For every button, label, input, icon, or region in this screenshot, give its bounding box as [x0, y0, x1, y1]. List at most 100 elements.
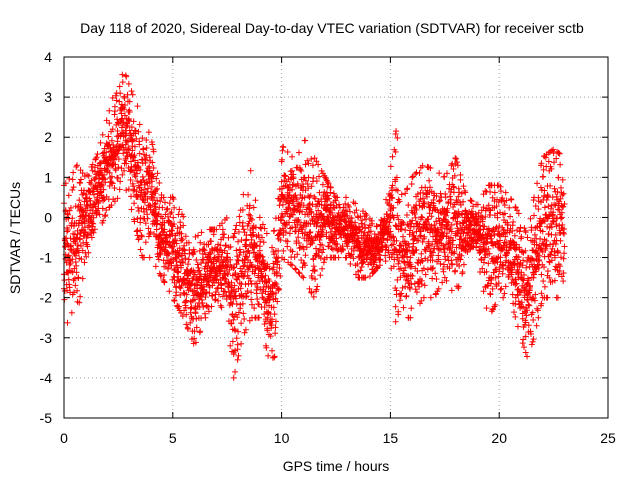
data-point — [366, 273, 373, 280]
data-point — [541, 283, 548, 290]
data-point — [557, 215, 564, 222]
data-point — [233, 260, 240, 267]
data-point — [508, 196, 515, 203]
data-point — [456, 189, 463, 196]
data-point — [88, 234, 95, 241]
data-point — [136, 150, 143, 157]
data-point — [232, 226, 239, 233]
data-point — [227, 256, 234, 263]
data-point — [420, 294, 427, 301]
data-point — [157, 198, 164, 205]
y-tick-label: 1 — [44, 169, 52, 185]
data-point — [228, 320, 235, 327]
data-point — [173, 289, 180, 296]
data-point — [120, 150, 127, 157]
data-point — [133, 135, 140, 142]
data-point — [516, 228, 523, 235]
data-point — [182, 255, 189, 262]
data-point — [114, 119, 121, 126]
data-point — [178, 264, 185, 271]
data-point — [302, 252, 309, 259]
data-point — [112, 167, 119, 174]
data-point — [397, 274, 404, 281]
data-point — [399, 284, 406, 291]
data-point — [229, 338, 236, 345]
data-point — [215, 257, 222, 264]
data-point — [78, 226, 85, 233]
data-point — [292, 266, 299, 273]
data-point — [96, 211, 103, 218]
data-point — [134, 204, 141, 211]
data-point — [137, 246, 144, 253]
data-point — [489, 285, 496, 292]
data-point — [185, 325, 192, 332]
data-point — [331, 193, 338, 200]
data-point — [487, 291, 494, 298]
data-point — [520, 336, 527, 343]
data-point — [532, 202, 539, 209]
data-point — [94, 151, 101, 158]
data-point — [256, 214, 263, 221]
data-point — [93, 154, 100, 161]
data-point — [139, 135, 146, 142]
data-point — [149, 159, 156, 166]
data-point — [161, 199, 168, 206]
data-point — [121, 102, 128, 109]
data-point — [88, 177, 95, 184]
data-point — [392, 303, 399, 310]
data-point — [202, 289, 209, 296]
data-point — [171, 267, 178, 274]
data-point — [299, 273, 306, 280]
y-tick-label: -3 — [40, 330, 53, 346]
data-point — [436, 170, 443, 177]
data-point — [400, 304, 407, 311]
data-point — [166, 200, 173, 207]
data-point — [115, 164, 122, 171]
data-point — [491, 189, 498, 196]
x-tick-label: 5 — [169, 430, 177, 446]
data-point — [123, 187, 130, 194]
data-point — [460, 261, 467, 268]
data-point — [232, 288, 239, 295]
data-point — [212, 289, 219, 296]
data-point — [237, 301, 244, 308]
data-point — [312, 276, 319, 283]
data-point — [178, 309, 185, 316]
data-point — [437, 197, 444, 204]
data-point — [171, 204, 178, 211]
data-point — [131, 218, 138, 225]
data-point — [129, 91, 136, 98]
data-point — [227, 243, 234, 250]
data-point — [432, 270, 439, 277]
data-point — [182, 233, 189, 240]
data-point — [511, 232, 518, 239]
data-point — [223, 214, 230, 221]
data-point — [478, 255, 485, 262]
data-point — [544, 193, 551, 200]
data-point — [540, 173, 547, 180]
data-point — [144, 195, 151, 202]
data-point — [156, 179, 163, 186]
data-point — [271, 227, 278, 234]
data-point — [347, 260, 354, 267]
data-point — [215, 297, 222, 304]
data-point — [191, 335, 198, 342]
data-point — [200, 290, 207, 297]
data-point — [317, 272, 324, 279]
data-point — [111, 103, 118, 110]
data-point — [261, 321, 268, 328]
data-point — [530, 316, 537, 323]
data-point — [192, 281, 199, 288]
data-point — [195, 264, 202, 271]
data-point — [231, 282, 238, 289]
data-point — [157, 250, 164, 257]
data-point — [509, 291, 516, 298]
data-point — [64, 227, 71, 234]
data-point — [231, 264, 238, 271]
data-point — [235, 328, 242, 335]
data-point — [95, 198, 102, 205]
data-point — [174, 264, 181, 271]
data-point — [310, 174, 317, 181]
data-point — [194, 261, 201, 268]
data-point — [137, 215, 144, 222]
